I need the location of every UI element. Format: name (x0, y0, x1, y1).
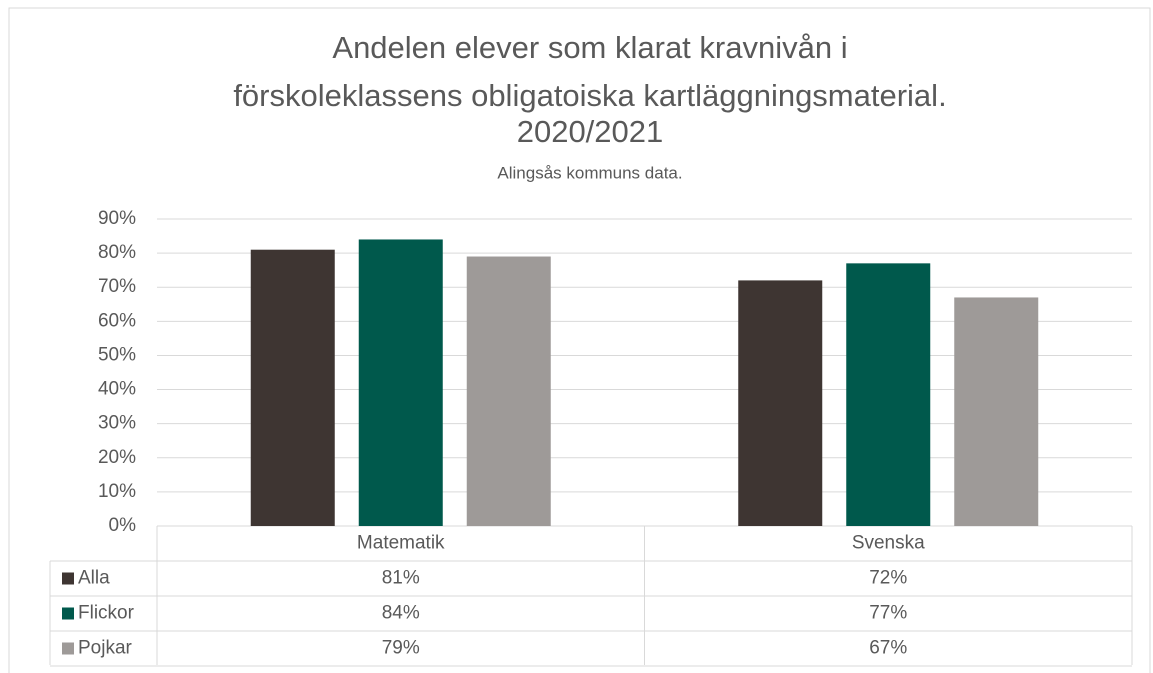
legend-label: Pojkar (78, 638, 133, 659)
y-tick-label: 40% (98, 379, 136, 400)
bar (466, 256, 551, 526)
y-tick-label: 80% (98, 242, 136, 263)
value-label: 81% (382, 568, 420, 589)
y-tick-label: 20% (98, 447, 136, 468)
y-tick-label: 50% (98, 344, 136, 365)
x-tick-label: Svenska (852, 533, 925, 554)
chart-title: 2020/2021 (517, 114, 664, 149)
legend-swatch (62, 607, 74, 620)
y-tick-label: 70% (98, 276, 136, 297)
legend-swatch (62, 572, 74, 585)
legend-swatch (62, 642, 74, 655)
y-tick-label: 10% (98, 481, 136, 502)
bar (358, 239, 443, 526)
value-label: 79% (382, 638, 420, 659)
bar (250, 249, 335, 526)
x-tick-label: Matematik (357, 533, 445, 554)
y-tick-label: 30% (98, 413, 136, 434)
value-label: 67% (869, 638, 907, 659)
chart-title: Andelen elever som klarat kravnivån i (332, 30, 847, 65)
chart-subtitle: Alingsås kommuns data. (497, 163, 682, 182)
legend-label: Alla (78, 568, 110, 589)
bar (954, 297, 1039, 526)
y-tick-label: 60% (98, 310, 136, 331)
value-label: 77% (869, 603, 907, 624)
value-label: 72% (869, 568, 907, 589)
y-tick-label: 0% (109, 515, 137, 536)
y-tick-label: 90% (98, 208, 136, 229)
legend-label: Flickor (78, 603, 135, 624)
bar (846, 263, 931, 526)
chart-title: förskoleklassens obligatoiska kartläggni… (233, 78, 946, 113)
bar (738, 280, 823, 526)
chart-border (8, 7, 1151, 673)
value-label: 84% (382, 603, 420, 624)
